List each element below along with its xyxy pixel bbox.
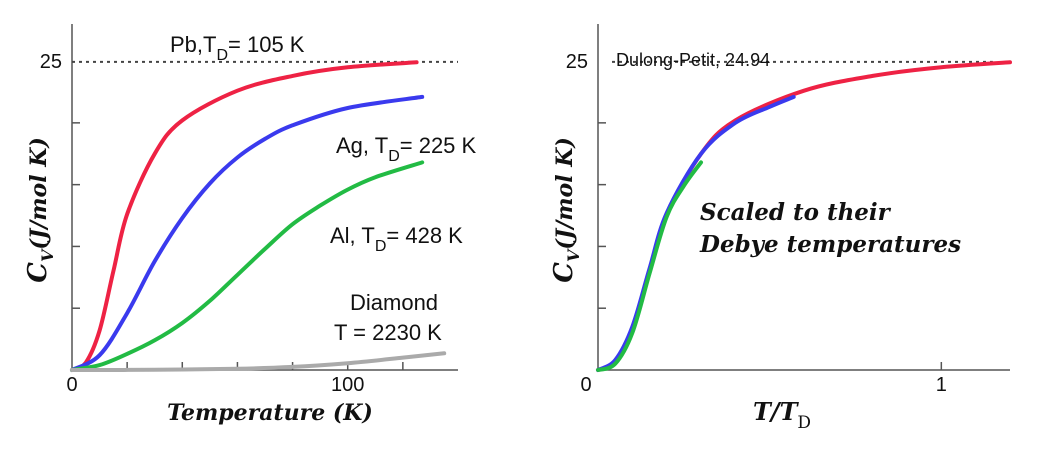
series-label-sub: D: [375, 238, 387, 255]
left-series-label-al: Al, TD= 428 K: [330, 223, 463, 255]
left-x-tick-label: 100: [331, 374, 364, 396]
right-x-axis-label: T/TD: [753, 397, 811, 433]
left-y-label-main: C: [23, 262, 53, 283]
series-label-suffix: = 428 K: [386, 223, 463, 248]
right-x-label-main: T/T: [753, 397, 800, 426]
right-chart: 25 0 1 Dulong-Petit, 24.94 T/TD CV(J/mol K) Sc…: [549, 24, 1012, 433]
right-y-label-sub: V: [564, 248, 583, 262]
series-label-sub: D: [388, 148, 400, 165]
right-y-axis-label: CV(J/mol K): [549, 137, 583, 282]
right-annotation-line1: Scaled to their: [700, 199, 892, 226]
left-series-label-diamond-line1: Diamond: [350, 290, 438, 315]
right-text-group: 25 0 1 Dulong-Petit, 24.94 T/TD CV(J/mol K) Sc…: [549, 50, 961, 433]
left-y-label-rest: (J/mol K): [26, 137, 52, 249]
left-series-diamond: [70, 351, 447, 372]
left-series-label-ag: Ag, TD= 225 K: [336, 133, 477, 165]
series-label-prefix: Al, T: [330, 223, 375, 248]
series-label-prefix: Ag, T: [336, 133, 388, 158]
left-series-group: [70, 60, 447, 372]
left-series-al: [70, 160, 425, 372]
series-label-prefix: Pb,T: [170, 32, 216, 57]
right-y-label-rest: (J/mol K): [552, 137, 578, 249]
right-annotation-line2: Debye temperatures: [699, 231, 961, 258]
right-x-tick-label: 1: [936, 374, 947, 396]
right-y-tick-label: 25: [566, 51, 588, 73]
left-x-tick-label: 0: [66, 374, 77, 396]
series-label-suffix: = 225 K: [400, 133, 477, 158]
right-series-al: [596, 160, 703, 372]
left-axes: [71, 24, 458, 371]
left-series-pb: [70, 60, 419, 372]
left-y-axis-label: CV(J/mol K): [23, 137, 57, 282]
right-reference-line-label: Dulong-Petit, 24.94: [616, 50, 770, 70]
right-axes: [597, 24, 1010, 371]
left-series-label-diamond-line2: T = 2230 K: [334, 320, 442, 345]
right-y-label-main: C: [549, 262, 579, 283]
right-series-group: [596, 60, 1012, 372]
left-y-label-sub: V: [38, 248, 57, 262]
right-x-label-sub: D: [797, 413, 811, 433]
left-y-tick-label: 25: [40, 51, 62, 73]
left-series-ag: [70, 94, 425, 372]
series-label-sub: D: [216, 47, 228, 64]
left-series-label-pb: Pb,TD= 105 K: [170, 32, 305, 64]
series-label-suffix: = 105 K: [228, 32, 305, 57]
right-x-tick-label: 0: [580, 374, 591, 396]
left-x-axis-label: Temperature (K): [167, 400, 373, 426]
